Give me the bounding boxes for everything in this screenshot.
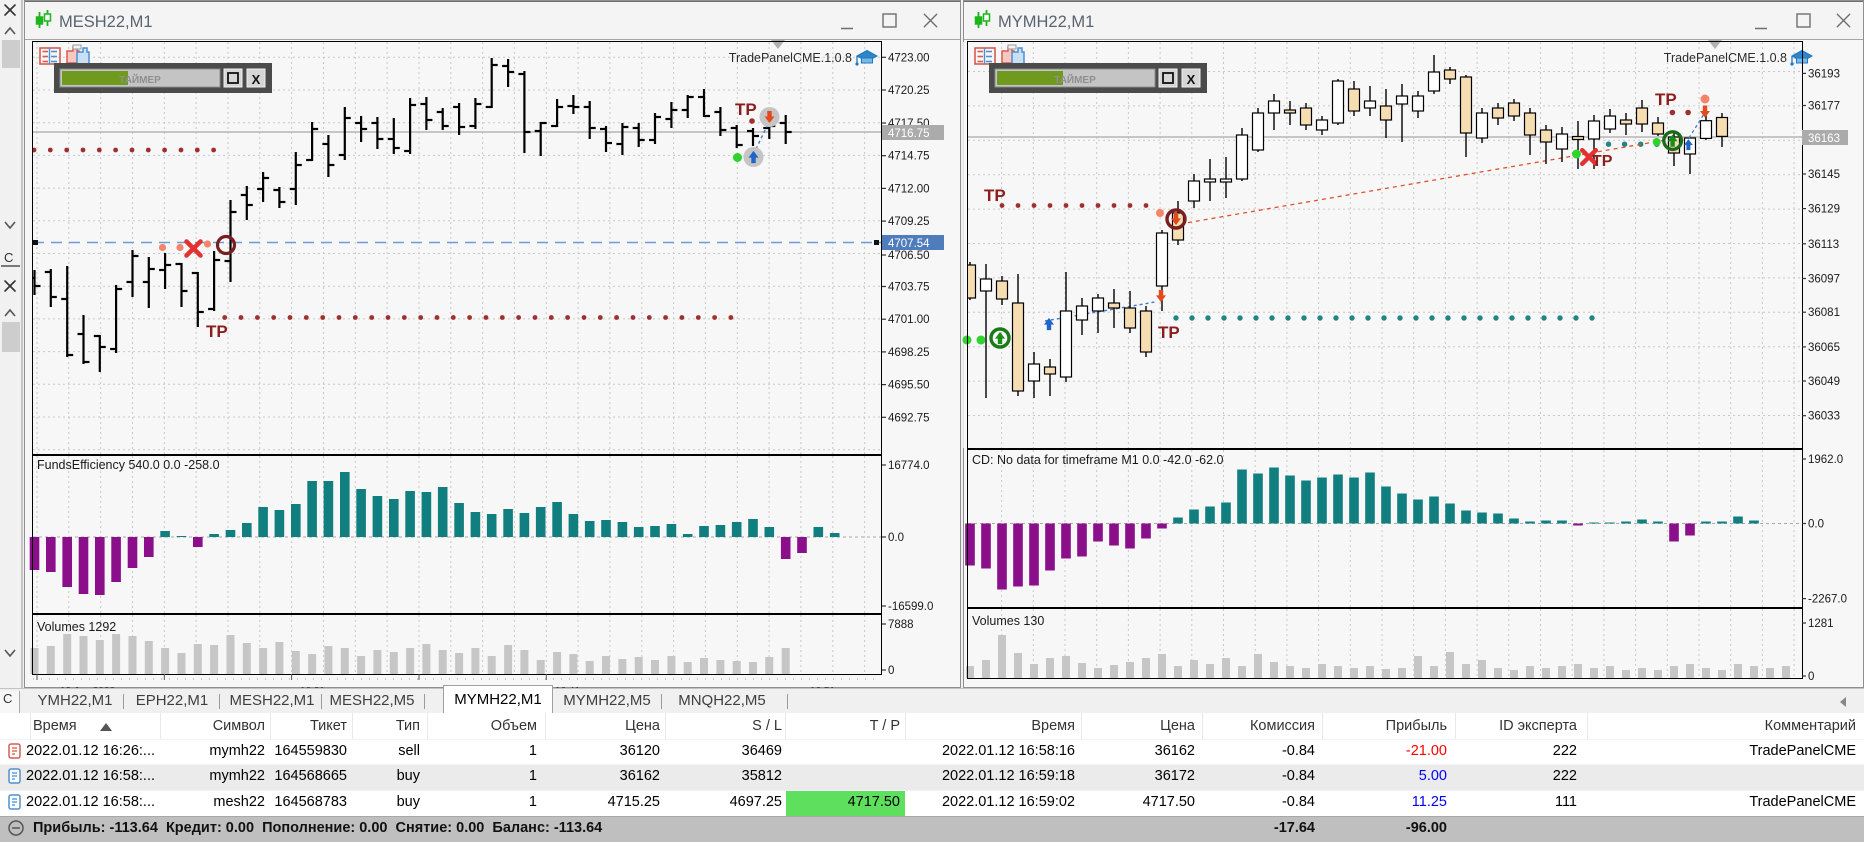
svg-text:4714.75: 4714.75 [888,151,930,163]
svg-text:ТАЙМЕР: ТАЙМЕР [119,73,161,86]
svg-text:4698.25: 4698.25 [888,347,930,359]
svg-text:X: X [1187,72,1196,87]
svg-text:36049: 36049 [1808,376,1840,388]
svg-text:4707.54: 4707.54 [888,238,930,250]
svg-text:36145: 36145 [1808,169,1840,181]
svg-text:4695.50: 4695.50 [888,380,930,392]
svg-text:36033: 36033 [1808,411,1840,423]
svg-text:4709.25: 4709.25 [888,216,930,228]
svg-text:-2267.0: -2267.0 [1808,594,1847,606]
svg-text:MESH22,M1: MESH22,M1 [59,13,153,31]
svg-text:36193: 36193 [1808,68,1840,80]
svg-text:X: X [252,72,261,87]
svg-text:TradePanelCME.1.0.8: TradePanelCME.1.0.8 [729,51,852,65]
svg-text:TP: TP [1655,90,1677,109]
svg-text:1281: 1281 [1808,618,1834,630]
svg-text:4703.75: 4703.75 [888,282,930,294]
svg-text:36081: 36081 [1808,307,1840,319]
svg-text:ТАЙМЕР: ТАЙМЕР [1054,73,1096,86]
svg-text:36177: 36177 [1808,101,1840,113]
svg-text:Volumes 130: Volumes 130 [972,614,1044,628]
svg-text:TP: TP [206,322,228,341]
svg-text:CD: No data for timeframe M1 0: CD: No data for timeframe M1 0.0 -42.0 -… [972,453,1224,467]
svg-text:TP: TP [1158,323,1180,342]
svg-text:-16599.0: -16599.0 [888,601,933,613]
svg-text:1962.0: 1962.0 [1808,454,1843,466]
svg-text:TradePanelCME.1.0.8: TradePanelCME.1.0.8 [1664,51,1787,65]
svg-text:4701.00: 4701.00 [888,314,930,326]
svg-text:36065: 36065 [1808,342,1840,354]
svg-text:36163: 36163 [1808,133,1840,145]
svg-text:FundsEfficiency 540.0 0.0 -258: FundsEfficiency 540.0 0.0 -258.0 [37,458,220,472]
svg-text:0.0: 0.0 [888,532,904,544]
svg-text:36129: 36129 [1808,204,1840,216]
svg-text:16774.0: 16774.0 [888,460,930,472]
svg-text:TP: TP [735,100,757,119]
svg-text:4720.25: 4720.25 [888,85,930,97]
svg-text:4692.75: 4692.75 [888,412,930,424]
svg-text:0.0: 0.0 [1808,519,1824,531]
svg-text:36097: 36097 [1808,274,1840,286]
svg-text:C: C [4,250,13,265]
svg-text:0: 0 [1808,671,1814,683]
svg-text:7888: 7888 [888,619,914,631]
svg-text:4716.75: 4716.75 [888,128,930,140]
svg-text:Volumes 1292: Volumes 1292 [37,620,116,634]
svg-text:MYMH22,M1: MYMH22,M1 [998,13,1094,31]
svg-text:4723.00: 4723.00 [888,52,930,64]
svg-text:4706.50: 4706.50 [888,250,930,262]
svg-text:4712.00: 4712.00 [888,183,930,195]
svg-text:TP: TP [984,186,1006,205]
svg-text:36113: 36113 [1808,239,1839,251]
svg-text:0: 0 [888,665,894,677]
svg-text:TP: TP [1592,153,1613,170]
